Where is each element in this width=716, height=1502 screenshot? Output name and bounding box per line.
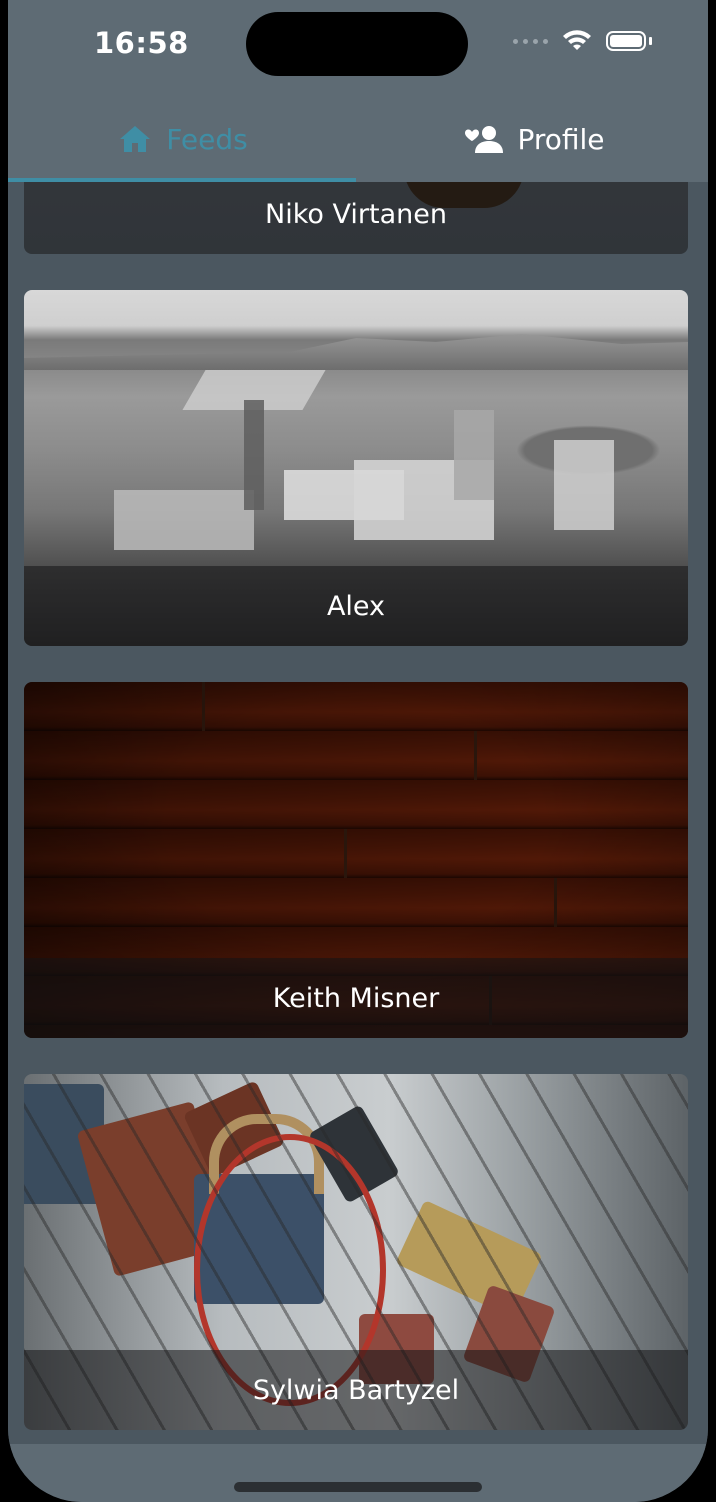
home-icon [120,126,151,152]
cellular-signal-icon [513,38,548,44]
feed-image [24,290,688,646]
feed-image [24,182,688,254]
battery-icon [606,31,646,51]
feed-card-caption: Keith Misner [24,958,688,1038]
feed-author: Sylwia Bartyzel [252,1374,460,1406]
feed-card-caption: Niko Virtanen [24,182,688,254]
feed-list[interactable]: Niko Virtanen Alex [8,182,708,1444]
feed-card-caption: Sylwia Bartyzel [24,1350,688,1430]
feed-author: Niko Virtanen [265,198,447,230]
tab-profile-label: Profile [517,122,605,156]
status-time: 16:58 [94,26,189,60]
status-bar: 16:58 [8,0,708,96]
status-icons [513,30,652,52]
feed-author: Keith Misner [272,982,440,1014]
user-heart-icon [465,126,504,153]
tab-profile[interactable]: Profile [358,96,708,182]
feed-card[interactable]: Alex [24,290,688,646]
feed-card[interactable]: Sylwia Bartyzel [24,1074,688,1430]
tab-bar: Feeds Profile [8,96,708,182]
feed-card[interactable]: Niko Virtanen [24,182,688,254]
app-screen: 16:58 Feeds [8,0,708,1502]
wifi-icon [563,30,591,50]
dynamic-island [246,12,468,76]
feed-card-caption: Alex [24,566,688,646]
battery-cap [649,37,652,45]
active-tab-indicator [8,178,356,182]
home-indicator-area [8,1444,708,1502]
home-indicator[interactable] [234,1482,482,1492]
feed-card[interactable]: Keith Misner [24,682,688,1038]
feed-author: Alex [326,590,386,622]
tab-feeds[interactable]: Feeds [8,96,358,182]
tab-feeds-label: Feeds [166,122,248,156]
